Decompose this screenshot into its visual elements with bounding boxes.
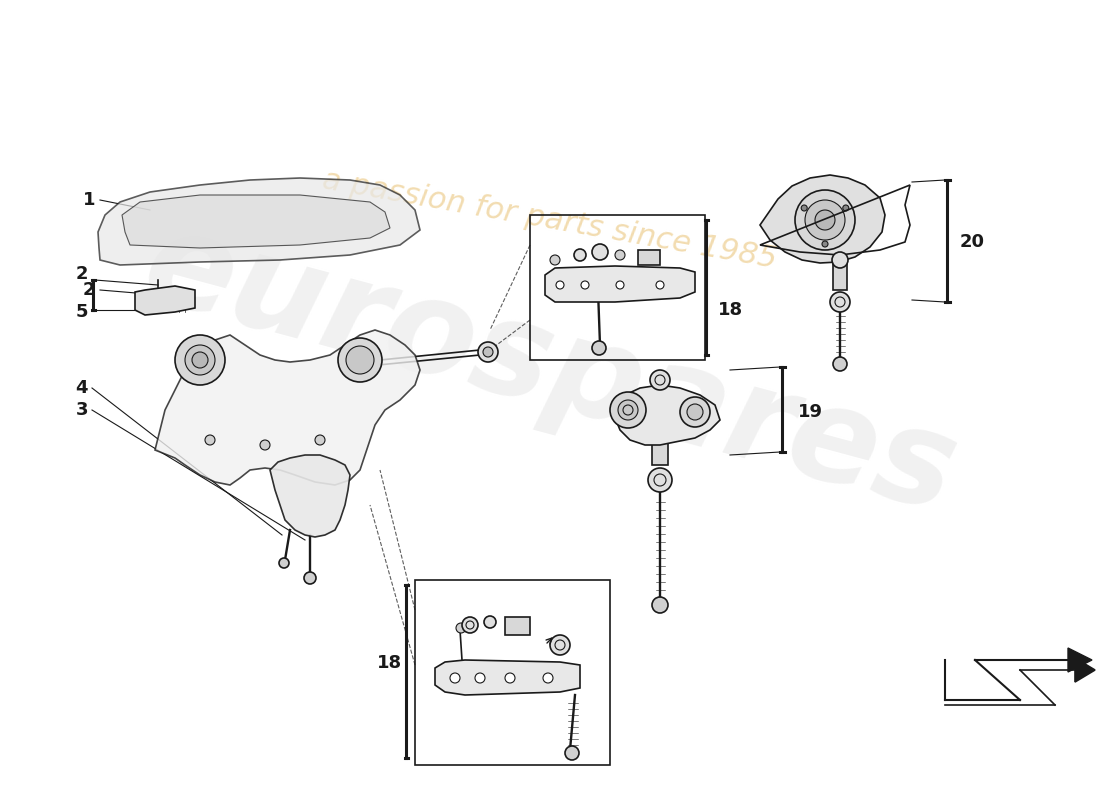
Circle shape [550,635,570,655]
Circle shape [304,572,316,584]
Polygon shape [270,455,350,537]
Circle shape [843,205,849,211]
Circle shape [192,352,208,368]
Text: 4: 4 [76,379,88,397]
Circle shape [260,440,270,450]
Text: 1: 1 [82,191,95,209]
Text: 19: 19 [798,403,823,421]
Circle shape [581,281,589,289]
Polygon shape [135,286,195,315]
Circle shape [618,400,638,420]
Text: a passion for parts since 1985: a passion for parts since 1985 [320,166,780,274]
Text: 18: 18 [377,654,402,672]
Text: 2: 2 [82,281,95,299]
Circle shape [185,345,214,375]
Circle shape [822,241,828,247]
Polygon shape [122,195,390,248]
Circle shape [556,281,564,289]
Circle shape [616,281,624,289]
Polygon shape [98,178,420,265]
Circle shape [832,252,848,268]
Text: 18: 18 [718,301,744,319]
Circle shape [574,249,586,261]
Circle shape [484,616,496,628]
Circle shape [830,292,850,312]
Circle shape [656,281,664,289]
Circle shape [680,397,710,427]
Text: 2: 2 [76,265,88,283]
Circle shape [462,617,478,633]
Polygon shape [614,385,720,445]
Circle shape [450,673,460,683]
Circle shape [565,746,579,760]
Circle shape [346,346,374,374]
Bar [415,580,610,765]
Bar [530,215,705,360]
Circle shape [550,255,560,265]
Bar [638,250,660,265]
Circle shape [801,205,807,211]
Circle shape [475,673,485,683]
Circle shape [338,338,382,382]
Polygon shape [155,330,420,485]
Circle shape [648,468,672,492]
Circle shape [478,342,498,362]
Text: 3: 3 [76,401,88,419]
Polygon shape [760,175,886,263]
Circle shape [205,435,214,445]
Bar [505,617,530,635]
Circle shape [652,597,668,613]
Circle shape [615,250,625,260]
Bar [833,262,847,290]
Circle shape [456,623,466,633]
Text: 5: 5 [76,303,88,321]
Polygon shape [434,660,580,695]
Circle shape [688,404,703,420]
Circle shape [543,673,553,683]
Text: eurospares: eurospares [131,201,969,539]
Polygon shape [1068,648,1092,672]
Circle shape [805,200,845,240]
Circle shape [650,370,670,390]
Text: 20: 20 [960,233,984,251]
Circle shape [592,341,606,355]
Bar [652,440,668,465]
Circle shape [175,335,226,385]
Circle shape [833,357,847,371]
Circle shape [279,558,289,568]
Circle shape [795,190,855,250]
Polygon shape [1075,658,1094,682]
Circle shape [483,347,493,357]
Circle shape [815,210,835,230]
Circle shape [505,673,515,683]
Circle shape [610,392,646,428]
Circle shape [592,244,608,260]
Polygon shape [544,266,695,302]
Circle shape [315,435,324,445]
